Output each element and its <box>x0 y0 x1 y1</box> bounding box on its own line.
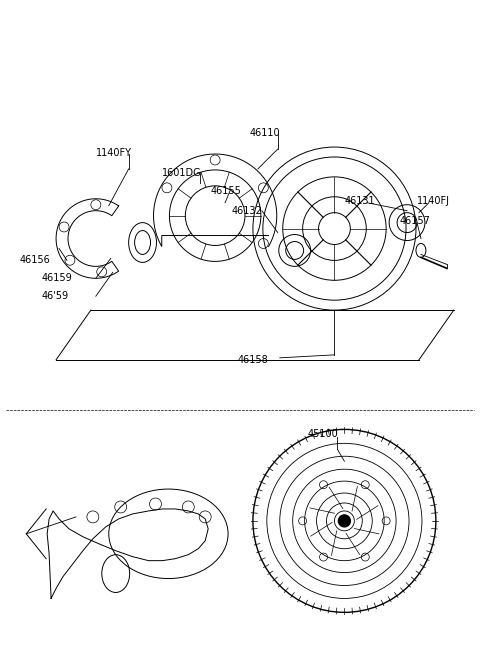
Circle shape <box>338 515 350 527</box>
Text: 46156: 46156 <box>19 256 50 265</box>
Text: 46'59: 46'59 <box>41 291 68 301</box>
Text: 46158: 46158 <box>238 355 269 365</box>
Text: 46132: 46132 <box>232 206 263 215</box>
Text: 1140FJ: 1140FJ <box>417 196 450 206</box>
Text: 46155: 46155 <box>210 186 241 196</box>
Text: 45100: 45100 <box>308 430 338 440</box>
Text: 1601DG: 1601DG <box>162 168 202 178</box>
Text: 1140FY: 1140FY <box>96 148 132 158</box>
Text: 46159: 46159 <box>41 273 72 283</box>
Text: 46157: 46157 <box>399 215 430 225</box>
Text: 46131: 46131 <box>344 196 375 206</box>
Text: 46110: 46110 <box>250 128 281 138</box>
